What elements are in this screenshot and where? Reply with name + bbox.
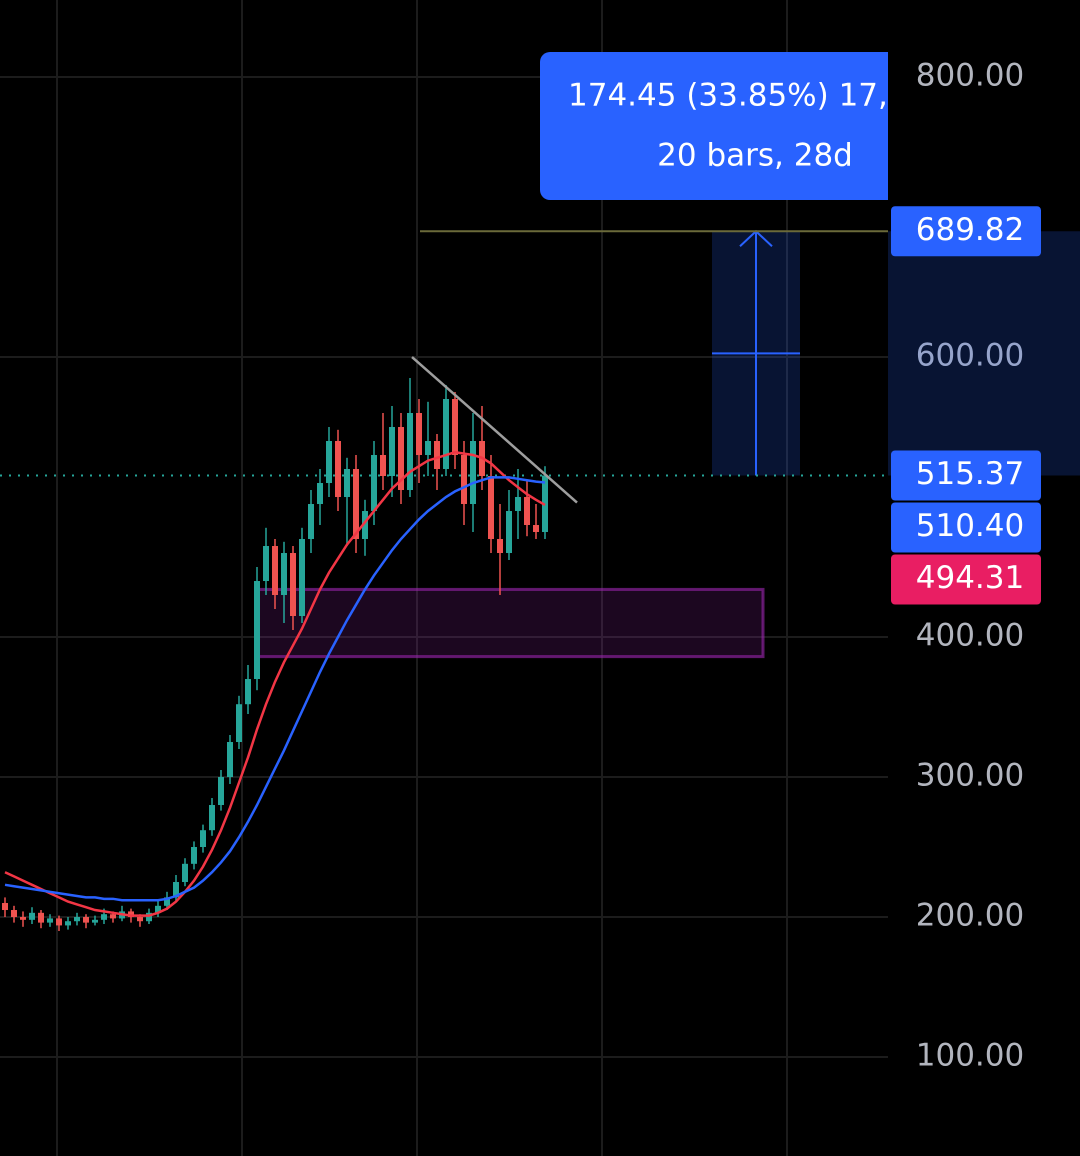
y-tick-label: 800.00 [916, 58, 1024, 94]
candle-body [227, 742, 233, 778]
measure-label: 174.45 (33.85%) 17,4 [568, 78, 908, 114]
candle-body [380, 455, 386, 477]
moving-average [4, 476, 546, 902]
candle-body [218, 777, 224, 806]
grid [0, 76, 888, 1059]
candle-body [497, 539, 503, 554]
candle-body [389, 427, 395, 477]
candle-body [515, 497, 521, 512]
zone [254, 587, 765, 659]
price-tag [891, 206, 1041, 257]
candle-body [524, 497, 530, 526]
candle-body [200, 830, 206, 848]
candle-body [146, 912, 152, 922]
candle-body [245, 679, 251, 705]
candle-body [317, 483, 323, 505]
price-tag-label: 510.40 [916, 508, 1024, 544]
candle-body [65, 921, 71, 926]
price-tag-label: 494.31 [916, 560, 1024, 596]
candle-body [263, 546, 269, 582]
candle-body [353, 469, 359, 540]
candle-body [335, 441, 341, 498]
candle-body [38, 912, 44, 923]
candle-body [137, 917, 143, 922]
candle-body [101, 914, 107, 920]
candle-body [11, 910, 17, 918]
candle-body [128, 911, 134, 918]
candle-body [110, 914, 116, 919]
candle-body [362, 511, 368, 540]
candle-body [164, 897, 170, 906]
measure-label: 20 bars, 28d [657, 138, 853, 174]
candle-body [371, 455, 377, 512]
measure-label-box [540, 52, 888, 200]
candle-body [254, 581, 260, 680]
candle-body [308, 504, 314, 540]
candle-body [92, 919, 98, 923]
candle-body [326, 441, 332, 484]
candle-body [416, 413, 422, 456]
measure-axis-highlight [888, 231, 1080, 476]
candle-body [272, 546, 278, 596]
price-axis: 800.00 600.00 400.00 300.00 200.00 100.00 689.… [888, 58, 1080, 1074]
candle-body [452, 399, 458, 456]
trendline [411, 356, 578, 504]
candle-body [299, 539, 305, 617]
candle-body [290, 553, 296, 617]
candle-body [155, 905, 161, 913]
candle-body [488, 476, 494, 540]
candle-body [506, 511, 512, 554]
y-tick-label: 600.00 [916, 338, 1024, 374]
price-tag [891, 554, 1041, 605]
y-tick-label: 300.00 [916, 758, 1024, 794]
candle-body [236, 704, 242, 743]
candle-body [407, 413, 413, 491]
y-tick-label: 400.00 [916, 618, 1024, 654]
candle-body [29, 912, 35, 920]
candle-body [56, 918, 62, 926]
candle-body [209, 805, 215, 831]
price-tag-label: 515.37 [916, 456, 1024, 492]
candle-body [434, 441, 440, 470]
candle-body [281, 553, 287, 596]
candle-body [74, 917, 80, 922]
candle-body [470, 441, 476, 505]
price-tag-label: 689.82 [916, 212, 1024, 248]
price-tag [891, 450, 1041, 501]
candle-body [191, 847, 197, 864]
candle-body [47, 918, 53, 923]
plot: 174.45 (33.85%) 17,4 20 bars, 28d [0, 52, 908, 932]
candle-body [2, 903, 8, 911]
price-tag [891, 502, 1041, 553]
candle-body [533, 525, 539, 533]
moving-average [4, 450, 546, 917]
candle-body [461, 455, 467, 505]
y-tick-label: 200.00 [916, 898, 1024, 934]
candle-body [20, 917, 26, 920]
candle-body [173, 882, 179, 898]
candle-body [398, 427, 404, 491]
candle-body [344, 469, 350, 498]
candle-body [182, 863, 188, 883]
candle-body [425, 441, 431, 456]
candle-body [83, 917, 89, 923]
candle-body [443, 399, 449, 470]
y-tick-label: 100.00 [916, 1038, 1024, 1074]
